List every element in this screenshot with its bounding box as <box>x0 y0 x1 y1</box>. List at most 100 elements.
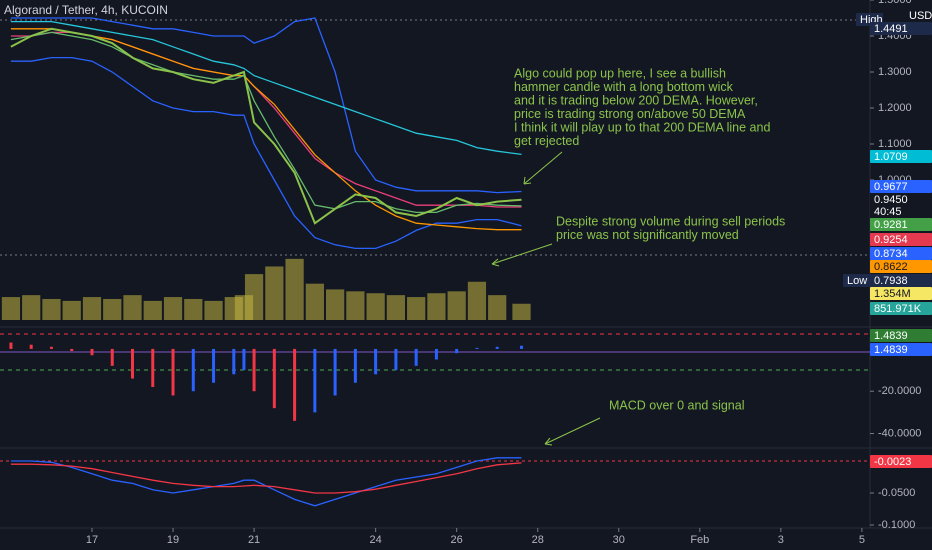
price-tag: 0.8622 <box>870 260 932 273</box>
x-tick-label: 24 <box>370 534 382 546</box>
price-tag-box <box>843 274 870 287</box>
histogram-bar <box>232 348 236 375</box>
series-line <box>10 457 522 507</box>
series-line <box>10 56 522 250</box>
volume-bar <box>325 289 345 320</box>
histogram-bar <box>252 348 256 392</box>
price-tag-box <box>870 329 932 342</box>
histogram-bar <box>191 348 195 392</box>
price-tag-label: 1.0709 <box>874 151 908 163</box>
price-tag-box <box>870 22 932 35</box>
price-tag: USDT <box>905 9 932 22</box>
histogram-bar <box>353 348 357 383</box>
price-tag-label: 1.354M <box>874 288 911 300</box>
volume-bar <box>407 297 426 320</box>
price-tag: 0.9254 <box>870 233 932 246</box>
price-tag-box <box>870 205 932 218</box>
volume-bar <box>265 266 284 320</box>
histogram-bar <box>242 348 246 371</box>
price-tag-box <box>870 260 932 273</box>
price-tag-box <box>870 180 932 193</box>
annotation-text: price was not significantly moved <box>556 228 739 242</box>
histogram-bar <box>333 348 337 396</box>
volume-bar <box>1 297 21 320</box>
annotation-text: Despite strong volume during sell period… <box>556 214 785 228</box>
y-tick-label: -40.0000 <box>878 427 921 439</box>
histogram-bar <box>29 344 33 349</box>
volume-bar <box>22 295 41 320</box>
price-tag: 1.0709 <box>870 150 932 163</box>
volume-bar <box>82 297 102 320</box>
x-tick-label: 19 <box>167 534 179 546</box>
volume-bar <box>143 300 162 320</box>
price-tag: 1.4839 <box>870 329 932 342</box>
price-tag-box <box>870 274 932 287</box>
y-tick-label: 1.1000 <box>878 138 912 150</box>
price-tag-box <box>870 455 932 468</box>
histogram-bar <box>90 348 94 356</box>
y-tick-label: -0.0500 <box>878 487 915 499</box>
price-tag-box <box>870 233 932 246</box>
annotation-text: Algo could pop up here, I see a bullish <box>514 66 726 80</box>
chart-title: Algorand / Tether, 4h, KUCOIN <box>4 3 168 17</box>
volume-bar <box>366 293 385 320</box>
x-tick-label: 21 <box>248 534 260 546</box>
histogram-bar <box>49 346 53 349</box>
price-tag: -0.0023 <box>870 455 932 468</box>
y-tick-label: 1.5000 <box>878 0 912 6</box>
price-tag-label: 1.4491 <box>874 23 908 35</box>
series-line <box>10 27 522 225</box>
price-tag-box <box>870 302 932 315</box>
volume-bar <box>512 303 531 320</box>
price-tag-label: 0.9450 <box>874 194 908 206</box>
price-tag: 40:45 <box>870 205 932 218</box>
volume-bar <box>103 298 122 320</box>
x-tick-label: Feb <box>690 534 709 546</box>
histogram-bar <box>394 348 398 371</box>
price-tag: 0.9450 <box>870 193 932 206</box>
histogram-bar <box>171 348 175 396</box>
price-tag: 851.971K <box>870 302 932 315</box>
price-tag: Low <box>843 274 870 287</box>
series-line <box>10 31 522 214</box>
x-tick-label: 26 <box>451 534 463 546</box>
price-tag-label: 40:45 <box>874 206 902 218</box>
volume-bar <box>346 291 365 320</box>
arrow <box>523 151 563 185</box>
histogram-bar <box>212 348 216 383</box>
price-tag: 1.4839 <box>870 343 932 356</box>
histogram-bar <box>374 348 378 375</box>
histogram-bar <box>293 348 297 421</box>
series-line <box>10 462 522 494</box>
series-line <box>10 20 522 156</box>
y-tick-label: -0.1000 <box>878 519 915 531</box>
price-tag: 1.4491 <box>870 22 932 35</box>
volume-bar <box>427 293 446 320</box>
volume-bar <box>163 297 183 320</box>
volume-bar <box>467 281 487 320</box>
volume-bar <box>62 300 81 320</box>
annotation-text: price is trading strong on/above 50 DEMA <box>514 107 746 121</box>
x-tick-label: 17 <box>86 534 98 546</box>
annotation-text: hammer candle with a long bottom wick <box>514 80 734 94</box>
histogram-bar <box>414 348 418 366</box>
price-tag-label: USDT <box>909 10 932 22</box>
price-tag-box <box>870 247 932 260</box>
price-tag-box <box>870 193 932 206</box>
price-tag-label: 0.9677 <box>874 181 908 193</box>
histogram-bar <box>272 348 276 409</box>
annotation-text: MACD over 0 and signal <box>609 398 744 412</box>
arrows <box>491 151 601 446</box>
price-tag: 0.9677 <box>870 180 932 193</box>
price-tag-label: 0.7938 <box>874 275 908 287</box>
volume-bar <box>244 274 264 320</box>
histogram-bar <box>455 348 459 354</box>
price-tag-label: -0.0023 <box>874 456 911 468</box>
price-tag: 1.354M <box>870 287 932 300</box>
arrow-head <box>491 258 500 267</box>
price-tag-label: 0.9254 <box>874 234 908 246</box>
histogram-bar <box>131 348 135 379</box>
volume-bar <box>447 291 466 320</box>
x-tick-label: 30 <box>613 534 625 546</box>
